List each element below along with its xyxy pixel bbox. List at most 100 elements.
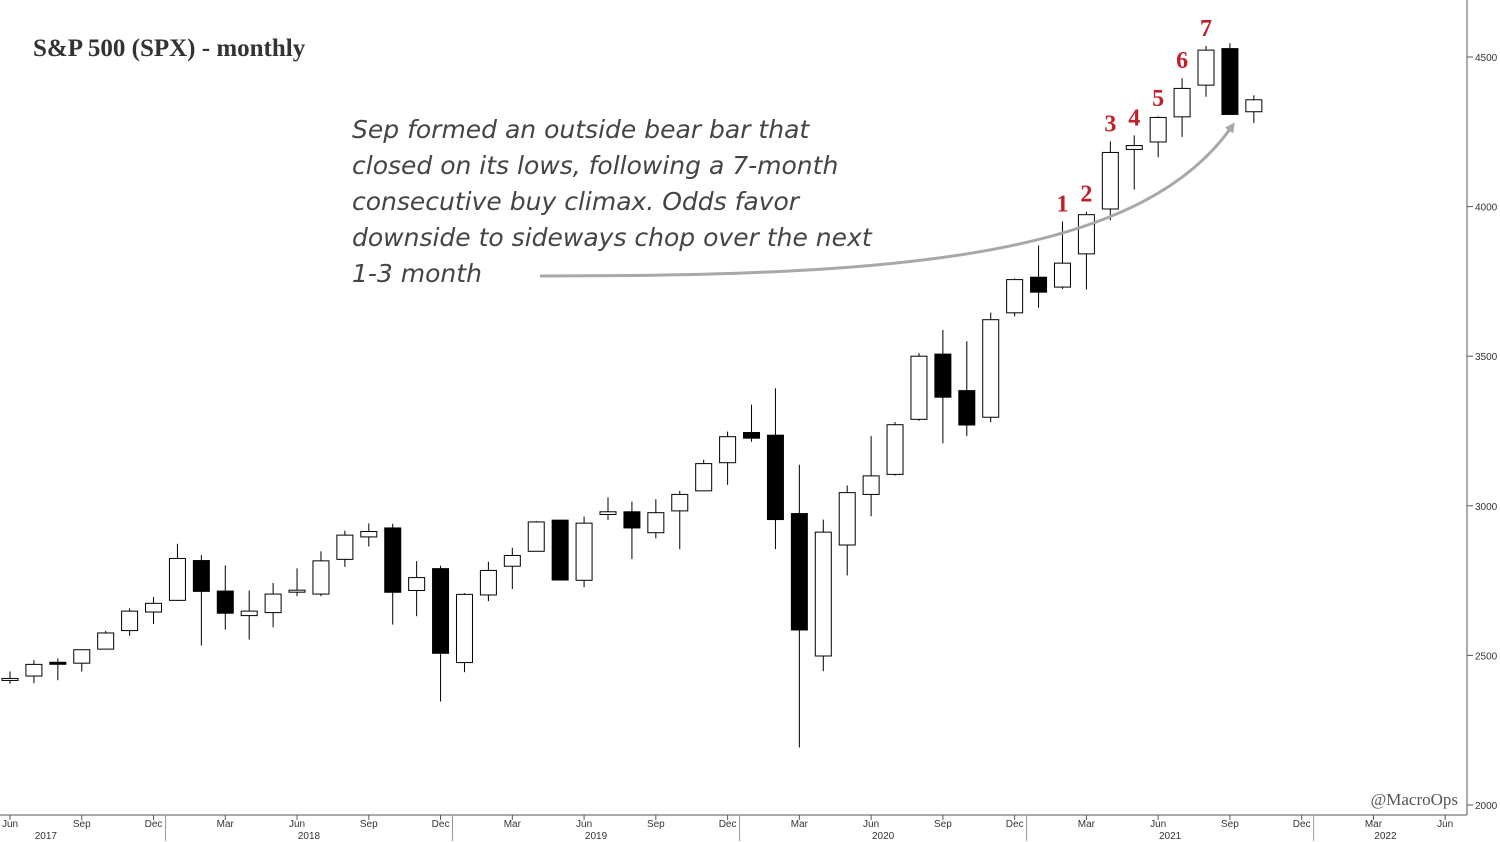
candle-body-up: [1149, 116, 1167, 143]
candle-2020-09: [934, 329, 952, 444]
candle-body-down: [1221, 48, 1239, 115]
x-tick-label: Jun: [863, 819, 879, 830]
candle-body-up: [408, 577, 426, 591]
candle-body-up: [695, 463, 713, 492]
candle-2021-08: [1197, 45, 1215, 97]
x-tick-label: Sep: [360, 819, 378, 830]
annotation: Sep formed an outside bear bar that close…: [352, 115, 1235, 288]
candle-body-up: [1006, 279, 1024, 314]
x-tick-label: Mar: [1365, 819, 1383, 830]
x-tick-label: Mar: [1078, 819, 1096, 830]
candle-body-up: [360, 531, 378, 538]
candle-2017-10: [97, 630, 115, 650]
candle-2018-06: [288, 568, 306, 597]
candle-2018-07: [312, 551, 330, 597]
y-tick-label: 2000: [1475, 801, 1498, 812]
candle-body-up: [814, 531, 832, 657]
candle-body-up: [264, 593, 282, 614]
candle-2017-09: [73, 649, 91, 672]
x-tick-label: Sep: [647, 819, 665, 830]
candle-2018-09: [360, 523, 378, 547]
candle-2020-10: [958, 341, 976, 437]
x-year-label: 2020: [872, 831, 895, 842]
candle-body-up: [240, 610, 258, 617]
candle-body-up: [503, 554, 521, 567]
count-label-7: 7: [1200, 16, 1212, 42]
candle-2018-04: [240, 590, 258, 640]
candle-body-up: [719, 436, 737, 464]
annotation-line: Sep formed an outside bear bar that: [352, 115, 810, 144]
count-label-4: 4: [1128, 105, 1140, 131]
candle-2019-01: [455, 593, 473, 673]
candle-body-up: [312, 560, 330, 595]
x-tick-label: Sep: [73, 819, 91, 830]
candle-2019-10: [671, 490, 689, 550]
candles: [1, 43, 1263, 748]
candle-body-down: [49, 661, 67, 665]
x-tick-label: Jun: [289, 819, 305, 830]
candle-2019-08: [623, 501, 641, 560]
candle-2021-01: [1030, 245, 1048, 308]
candle-body-up: [527, 521, 545, 552]
x-tick-label: Sep: [1221, 819, 1239, 830]
candle-body-up: [97, 632, 115, 650]
x-tick-label: Mar: [791, 819, 809, 830]
candle-2021-10: [1245, 95, 1263, 124]
candle-2020-04: [814, 519, 832, 672]
count-label-5: 5: [1152, 86, 1164, 112]
candle-2019-03: [503, 547, 521, 589]
x-axis: Jun Sep Dec Mar Jun Sep Dec Mar Jun Sep Dec Mar Jun S…: [0, 814, 1467, 842]
candle-body-up: [73, 649, 91, 664]
annotation-arrow: [539, 122, 1235, 278]
candle-body-down: [384, 527, 402, 593]
y-tick-label: 4500: [1475, 53, 1498, 64]
candle-2020-11: [982, 312, 1000, 423]
candle-body-up: [288, 589, 306, 593]
y-tick-label: 4000: [1475, 203, 1498, 214]
candle-2020-01: [743, 404, 761, 442]
chart-title: S&P 500 (SPX) - monthly: [33, 35, 306, 62]
candle-body-up: [455, 593, 473, 664]
candle-2020-07: [886, 422, 904, 476]
candle-2018-03: [216, 565, 234, 630]
candle-body-up: [1053, 262, 1071, 288]
x-tick-label: Dec: [1293, 819, 1311, 830]
candle-2019-05: [551, 519, 569, 581]
candle-body-up: [168, 557, 186, 601]
candle-body-down: [623, 511, 641, 529]
candle-body-down: [958, 390, 976, 426]
candle-2017-06: [1, 671, 19, 684]
candle-body-up: [145, 602, 163, 613]
candle-2019-11: [695, 459, 713, 492]
candle-body-up: [1173, 87, 1191, 118]
candle-body-up: [1197, 49, 1215, 86]
candle-body-up: [479, 569, 497, 596]
candle-2021-02: [1053, 221, 1071, 289]
candle-2018-08: [336, 530, 354, 567]
candle-body-down: [216, 590, 234, 614]
x-year-label: 2019: [585, 831, 608, 842]
x-tick-label: Jun: [576, 819, 592, 830]
candle-2021-09: [1221, 43, 1239, 116]
x-tick-label: Jun: [1150, 819, 1166, 830]
candle-body-down: [934, 353, 952, 398]
candle-2020-03: [790, 464, 808, 748]
count-label-3: 3: [1104, 111, 1116, 137]
candle-body-down: [743, 431, 761, 439]
x-year-label: 2017: [35, 831, 58, 842]
x-year-label: 2021: [1159, 831, 1182, 842]
candle-2019-12: [719, 431, 737, 485]
x-tick-label: Mar: [217, 819, 235, 830]
candle-body-up: [25, 663, 43, 677]
y-tick-label: 3000: [1475, 502, 1498, 513]
candle-2019-09: [647, 499, 665, 539]
candle-2018-01: [168, 543, 186, 601]
candle-2018-12: [432, 565, 450, 702]
candle-body-down: [192, 560, 210, 592]
candle-2021-06: [1149, 116, 1167, 158]
x-tick-label: Jun: [2, 819, 18, 830]
candle-body-down: [432, 568, 450, 654]
candle-2018-02: [192, 555, 210, 646]
